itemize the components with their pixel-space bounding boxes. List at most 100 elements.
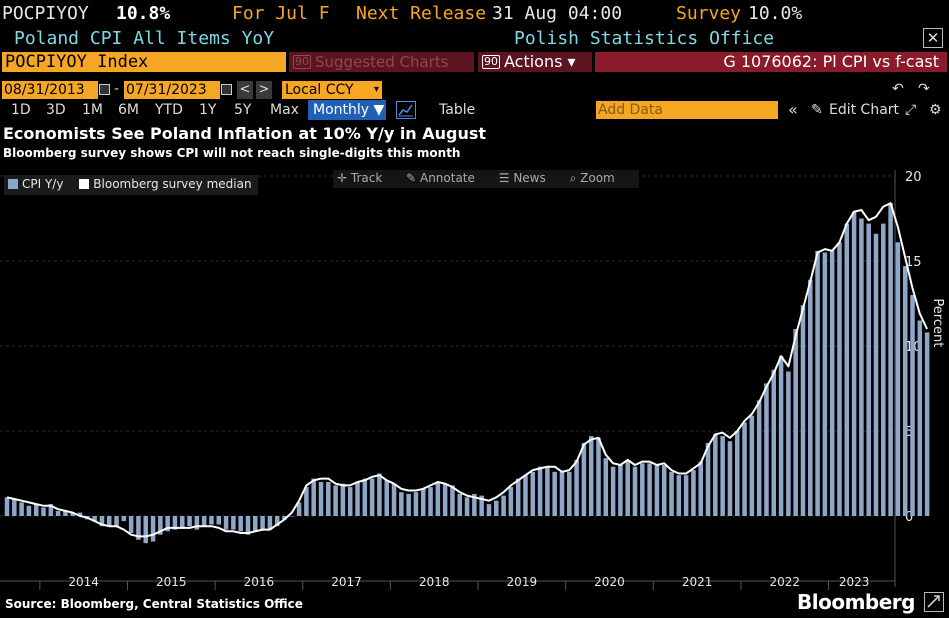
cpi-chart[interactable]: 05101520Percent2014201520162017201820192… — [0, 165, 949, 590]
cpi-bar — [413, 492, 419, 516]
x-tick-label: 2022 — [769, 575, 800, 589]
command-bar: POCPIYOY Index 90 Suggested Charts 90 Acti… — [0, 50, 949, 74]
gear-icon[interactable]: ⚙ — [929, 102, 942, 118]
end-date-input[interactable]: 07/31/2023 — [124, 81, 220, 99]
security-input[interactable]: POCPIYOY Index — [2, 52, 286, 72]
timeframe-5y[interactable]: 5Y — [234, 102, 252, 118]
chart-legend: CPI Y/y Bloomberg survey median — [4, 175, 258, 195]
x-tick-label: 2017 — [331, 575, 362, 589]
pencil-icon[interactable]: ✎ — [811, 102, 823, 118]
cpi-bar — [420, 488, 426, 516]
cpi-bar — [800, 305, 806, 516]
start-date-input[interactable]: 08/31/2013 — [2, 81, 98, 99]
track-label: Track — [350, 171, 383, 185]
cpi-bar — [786, 371, 791, 516]
suggested-charts-button[interactable]: 90 Suggested Charts — [289, 52, 474, 72]
security-description: Poland CPI All Items YoY — [14, 28, 275, 49]
cpi-bar — [705, 442, 711, 516]
survey-median-line — [6, 202, 929, 538]
timeframe-6m[interactable]: 6M — [118, 102, 139, 118]
next-period-button[interactable]: > — [256, 81, 272, 99]
timeframe-1m[interactable]: 1M — [82, 102, 103, 118]
track-tool[interactable]: ✛ Track — [337, 171, 383, 185]
cpi-bar — [910, 295, 915, 516]
cpi-bar — [304, 487, 309, 516]
cpi-bar — [873, 233, 879, 517]
cpi-bar — [479, 495, 484, 516]
cpi-bar — [238, 516, 243, 532]
cpi-bar — [844, 223, 850, 516]
cpi-bar — [618, 465, 623, 516]
actions-label: Actions — [504, 52, 563, 71]
cpi-bar — [698, 461, 704, 516]
cpi-bar — [41, 507, 46, 516]
cpi-bar — [742, 422, 747, 516]
cpi-bar — [713, 434, 718, 516]
cpi-bar — [55, 510, 61, 516]
periodicity-select[interactable]: Monthly ▼ — [308, 100, 386, 120]
timeframe-3d[interactable]: 3D — [46, 102, 66, 118]
cpi-bar — [676, 475, 682, 516]
cpi-bar — [501, 495, 506, 516]
cpi-bar — [4, 497, 10, 516]
timeframe-ytd[interactable]: YTD — [155, 102, 183, 118]
undo-icon[interactable]: ↶ — [892, 81, 904, 97]
y-tick-label: 15 — [905, 255, 922, 270]
cpi-bar — [245, 516, 251, 535]
cpi-bar — [574, 459, 579, 516]
news-tool[interactable]: ☰ News — [498, 171, 546, 185]
cpi-bar — [822, 252, 828, 516]
cpi-bar — [121, 516, 127, 522]
y-tick-label: 0 — [905, 510, 913, 525]
x-tick-label: 2021 — [682, 575, 713, 589]
cpi-bar — [77, 512, 83, 516]
cpi-bar — [567, 471, 572, 516]
cpi-bar — [158, 516, 163, 535]
edit-chart-button[interactable]: Edit Chart — [829, 102, 900, 118]
cpi-bar — [552, 471, 557, 516]
timeframe-bar: 1D 3D 1M 6M YTD 1Y 5Y Max Monthly ▼ Tabl… — [0, 81, 949, 120]
close-icon[interactable]: ✕ — [923, 28, 943, 48]
calendar-icon[interactable] — [99, 84, 110, 95]
zoom-tool[interactable]: ⌕ Zoom — [569, 171, 615, 185]
chevron-down-icon: ▼ — [373, 102, 385, 118]
expand-icon[interactable]: ⤢ — [905, 102, 917, 118]
cpi-bar — [428, 487, 433, 516]
cpi-bar — [530, 471, 536, 516]
timeframe-max[interactable]: Max — [270, 102, 299, 118]
currency-select[interactable]: Local CCY ▾ — [282, 81, 382, 99]
previous-period-button[interactable]: < — [237, 81, 253, 99]
news-label: News — [513, 171, 546, 185]
line-chart-icon[interactable] — [396, 101, 416, 119]
cpi-bar — [610, 466, 616, 516]
add-data-input[interactable]: Add Data — [596, 101, 778, 119]
actions-menu-button[interactable]: 90 Actions ▾ — [478, 52, 592, 72]
cpi-bar — [333, 485, 338, 516]
next-release-date: 31 Aug 04:00 — [492, 3, 623, 24]
cpi-bar — [26, 505, 32, 516]
cpi-bar — [19, 502, 24, 516]
cpi-bar — [523, 475, 528, 516]
cpi-bar — [399, 492, 404, 516]
cpi-bar — [209, 516, 214, 525]
calendar-icon[interactable] — [221, 84, 232, 95]
cpi-bar — [347, 487, 353, 516]
cpi-bar — [12, 499, 17, 516]
annotate-tool[interactable]: ✎ Annotate — [406, 171, 475, 185]
cpi-bar — [895, 242, 901, 517]
collapse-icon[interactable]: « — [788, 100, 798, 119]
table-button[interactable]: Table — [439, 102, 476, 118]
timeframe-1y[interactable]: 1Y — [199, 102, 217, 118]
security-header: POCPIYOY 10.8% For Jul F Next Release 31… — [0, 0, 949, 26]
cpi-bar — [866, 223, 871, 516]
x-tick-label: 2016 — [244, 575, 275, 589]
last-value: 10.8% — [116, 3, 171, 24]
redo-icon[interactable]: ↷ — [918, 81, 930, 97]
timeframe-1d[interactable]: 1D — [11, 102, 31, 118]
cpi-bar — [632, 466, 638, 516]
cpi-bar — [48, 504, 54, 516]
suggested-charts-label: Suggested Charts — [315, 53, 449, 71]
cpi-bar — [837, 242, 842, 517]
badge-icon: 90 — [482, 55, 500, 69]
cpi-bar — [720, 436, 725, 516]
